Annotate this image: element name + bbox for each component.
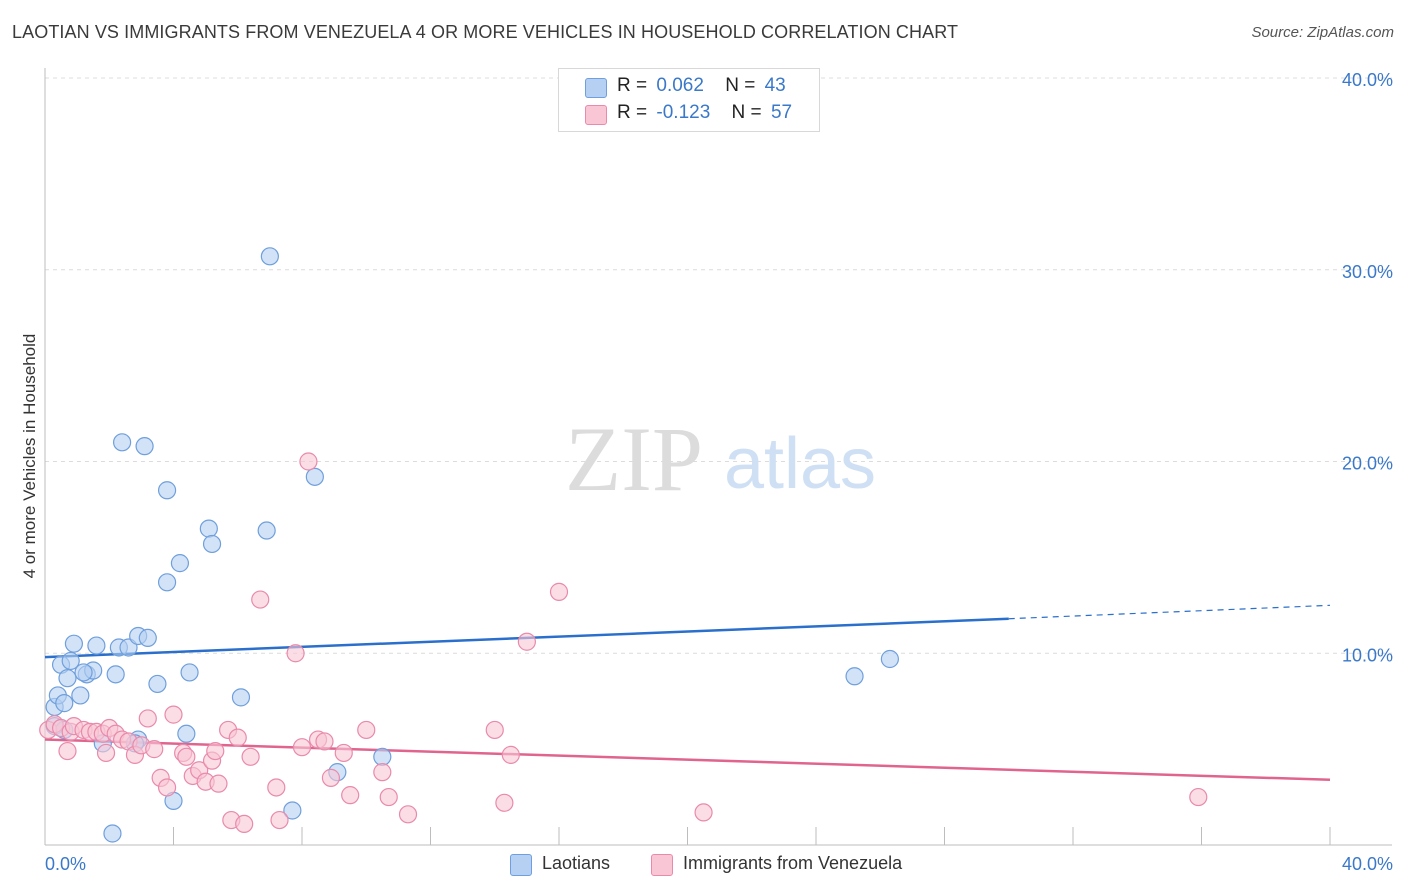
laotian-point xyxy=(199,519,218,538)
venezuela-point xyxy=(299,452,318,471)
laotian-point xyxy=(231,688,251,707)
venezuela-point xyxy=(145,740,164,759)
venezuela-point xyxy=(292,738,312,757)
venezuela-point xyxy=(341,786,360,805)
x-tick-label: 40.0% xyxy=(1342,854,1393,874)
tick-labels: 10.0% 20.0% 30.0% 40.0% 0.0% 40.0% xyxy=(45,70,1393,874)
venezuela-point xyxy=(398,805,418,824)
legend-r-value: 0.062 xyxy=(656,75,704,96)
venezuela-point xyxy=(164,705,183,724)
legend-n-label: N = xyxy=(731,102,762,123)
y-tick-label: 20.0% xyxy=(1342,454,1393,474)
laotian-point xyxy=(106,665,125,684)
data-points xyxy=(39,247,1208,843)
watermark-zip: ZIP xyxy=(565,408,703,510)
laotian-point xyxy=(138,628,157,648)
venezuela-point xyxy=(501,745,520,764)
venezuela-point xyxy=(58,741,77,761)
laotian-point xyxy=(880,649,899,669)
venezuela-point xyxy=(241,747,260,766)
laotian-point xyxy=(74,663,93,682)
laotian-point xyxy=(87,636,106,655)
laotian-point xyxy=(373,747,392,766)
laotian-point xyxy=(845,667,864,686)
laotian-point xyxy=(157,573,177,592)
venezuela-point xyxy=(315,732,334,751)
laotian-trend-extension xyxy=(1008,604,1331,620)
legend-n-label: N = xyxy=(725,75,756,96)
legend-r-label: R = xyxy=(617,102,648,123)
laotian-point xyxy=(305,467,324,486)
stats-legend: R = 0.062 N = 43 R = -0.123 N = 57 xyxy=(558,68,820,132)
venezuela-point xyxy=(206,741,225,761)
laotian-point xyxy=(283,801,302,820)
laotian-point xyxy=(64,634,84,653)
laotian-point xyxy=(58,669,77,688)
series-legend-label: Immigrants from Venezuela xyxy=(683,853,903,873)
venezuela-point xyxy=(251,590,270,609)
venezuela-point xyxy=(177,747,196,766)
venezuela-trend-line xyxy=(44,738,1331,782)
venezuela-point xyxy=(485,720,504,740)
watermark-atlas: atlas xyxy=(724,424,876,504)
laotian-point xyxy=(71,686,90,705)
legend-swatch-blue xyxy=(510,854,532,876)
laotian-point xyxy=(112,433,132,452)
laotian-point xyxy=(157,481,177,500)
venezuela-point xyxy=(495,793,514,812)
venezuela-point xyxy=(96,743,116,763)
legend-swatch-pink xyxy=(651,854,673,876)
laotian-point xyxy=(148,674,167,694)
legend-n-value: 57 xyxy=(770,102,793,123)
venezuela-point xyxy=(1189,787,1208,807)
venezuela-point xyxy=(138,709,157,728)
venezuela-point xyxy=(209,774,228,793)
venezuela-point xyxy=(379,787,398,807)
venezuela-point xyxy=(373,763,392,782)
gridlines xyxy=(45,77,1392,654)
laotian-point xyxy=(55,694,74,713)
y-tick-label: 40.0% xyxy=(1342,70,1393,90)
venezuela-point xyxy=(235,814,254,834)
venezuela-point xyxy=(157,778,177,797)
laotian-point xyxy=(61,651,80,671)
laotian-point xyxy=(180,663,199,682)
laotian-point xyxy=(257,521,276,540)
y-tick-label: 10.0% xyxy=(1342,645,1393,665)
laotian-point xyxy=(260,247,279,266)
x-tick-label: 0.0% xyxy=(45,854,86,874)
venezuela-point xyxy=(517,632,536,651)
watermark: ZIP atlas xyxy=(565,408,876,510)
venezuela-point xyxy=(549,582,569,601)
venezuela-point xyxy=(267,778,286,797)
venezuela-point xyxy=(321,768,341,787)
legend-n-value: 43 xyxy=(764,75,786,96)
venezuela-point xyxy=(357,720,376,740)
series-legend-label: Laotians xyxy=(542,853,611,873)
legend-swatch-blue xyxy=(585,78,607,98)
venezuela-point xyxy=(334,743,353,763)
laotian-point xyxy=(177,724,196,743)
laotian-point xyxy=(103,824,122,843)
legend-swatch-pink xyxy=(585,105,607,125)
legend-r-value: -0.123 xyxy=(656,102,711,123)
venezuela-point xyxy=(694,803,713,822)
chart-title: LAOTIAN VS IMMIGRANTS FROM VENEZUELA 4 O… xyxy=(12,22,959,42)
venezuela-point xyxy=(270,810,289,830)
y-tick-label: 30.0% xyxy=(1342,262,1393,282)
laotian-point xyxy=(170,554,190,573)
source-label: Source: ZipAtlas.com xyxy=(1251,24,1394,41)
venezuela-point xyxy=(228,728,247,747)
laotian-point xyxy=(135,437,154,456)
venezuela-point xyxy=(286,644,305,663)
legend-r-label: R = xyxy=(617,75,648,96)
laotian-point xyxy=(202,534,222,554)
axes xyxy=(44,68,1392,846)
